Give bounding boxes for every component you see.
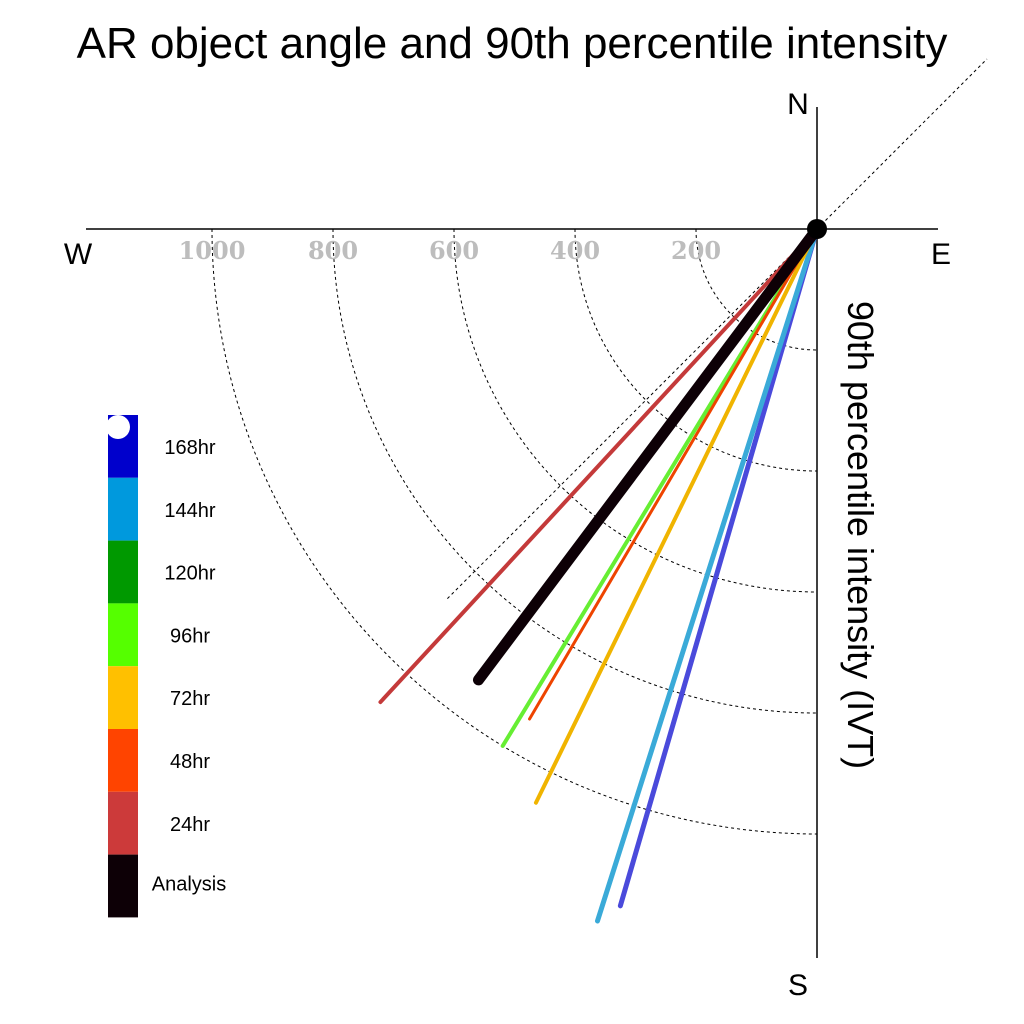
legend-label-analysis: Analysis (152, 874, 226, 896)
vector-72hr (533, 227, 819, 805)
radial-tick-400: 400 (550, 236, 600, 265)
legend-swatch-72hr (108, 666, 138, 729)
legend-label-120hr: 120hr (164, 563, 215, 585)
legend-swatch-96hr (108, 603, 138, 667)
radial-tick-800: 800 (308, 236, 358, 265)
legend-label-24hr: 24hr (170, 814, 210, 836)
legend-swatch-120hr (108, 540, 138, 604)
radial-tick-200: 200 (671, 236, 721, 265)
legend-swatch-144hr (108, 477, 138, 541)
grid-ring-2 (453, 228, 818, 593)
legend-colorbar: 168hr 144hr 120hr 96hr 72hr 48hr 24hr Analysis (106, 415, 226, 918)
grid-ring-1 (574, 228, 818, 472)
vector-144hr (594, 226, 820, 924)
chart-title: AR object angle and 90th percentile inte… (77, 19, 948, 68)
legend-label-144hr: 144hr (164, 500, 215, 522)
radial-tick-600: 600 (429, 236, 479, 265)
legend-swatch-analysis (108, 854, 138, 918)
legend-label-72hr: 72hr (170, 688, 210, 710)
radial-tick-labels: 200 400 600 800 1000 (179, 236, 721, 265)
legend-swatch-48hr (108, 729, 138, 792)
vector-96hr (500, 227, 819, 748)
legend-label-168hr: 168hr (164, 437, 215, 459)
legend-label-48hr: 48hr (170, 751, 210, 773)
compass-east-label: E (931, 238, 951, 271)
grid-ring-4 (211, 228, 818, 835)
vector-analysis (472, 223, 823, 686)
vector-series (378, 223, 823, 924)
origin-marker (807, 219, 827, 239)
y-axis-label: 90th percentile intensity (IVT) (840, 301, 881, 769)
grid-diagonal-ne (816, 58, 988, 230)
compass-north-label: N (787, 88, 809, 121)
vector-168hr (617, 226, 820, 909)
radial-tick-1000: 1000 (179, 236, 246, 265)
vector-48hr (528, 227, 819, 721)
vector-24hr (378, 227, 819, 705)
legend-swatch-24hr (108, 791, 138, 855)
grid-ring-0 (695, 228, 818, 351)
legend-start-marker (106, 415, 130, 439)
legend-label-96hr: 96hr (170, 625, 210, 647)
compass-west-label: W (64, 238, 93, 271)
compass-south-label: S (788, 969, 808, 1002)
polar-grid (211, 58, 988, 835)
